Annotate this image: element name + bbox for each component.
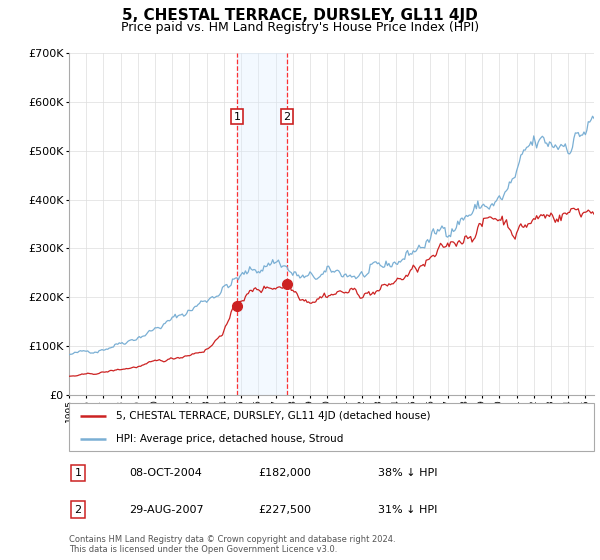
Text: 1: 1: [233, 111, 241, 122]
Text: 38% ↓ HPI: 38% ↓ HPI: [378, 468, 437, 478]
Text: 31% ↓ HPI: 31% ↓ HPI: [378, 505, 437, 515]
Text: 29-AUG-2007: 29-AUG-2007: [129, 505, 203, 515]
Text: 1: 1: [74, 468, 82, 478]
Text: HPI: Average price, detached house, Stroud: HPI: Average price, detached house, Stro…: [116, 434, 344, 444]
Text: 08-OCT-2004: 08-OCT-2004: [129, 468, 202, 478]
Text: 5, CHESTAL TERRACE, DURSLEY, GL11 4JD (detached house): 5, CHESTAL TERRACE, DURSLEY, GL11 4JD (d…: [116, 411, 431, 421]
Text: 5, CHESTAL TERRACE, DURSLEY, GL11 4JD: 5, CHESTAL TERRACE, DURSLEY, GL11 4JD: [122, 8, 478, 24]
Text: £182,000: £182,000: [258, 468, 311, 478]
Text: 2: 2: [283, 111, 290, 122]
Text: £227,500: £227,500: [258, 505, 311, 515]
Text: Contains HM Land Registry data © Crown copyright and database right 2024.: Contains HM Land Registry data © Crown c…: [69, 535, 395, 544]
Bar: [237, 53, 287, 395]
Text: This data is licensed under the Open Government Licence v3.0.: This data is licensed under the Open Gov…: [69, 545, 337, 554]
Text: 2: 2: [74, 505, 82, 515]
Text: Price paid vs. HM Land Registry's House Price Index (HPI): Price paid vs. HM Land Registry's House …: [121, 21, 479, 34]
